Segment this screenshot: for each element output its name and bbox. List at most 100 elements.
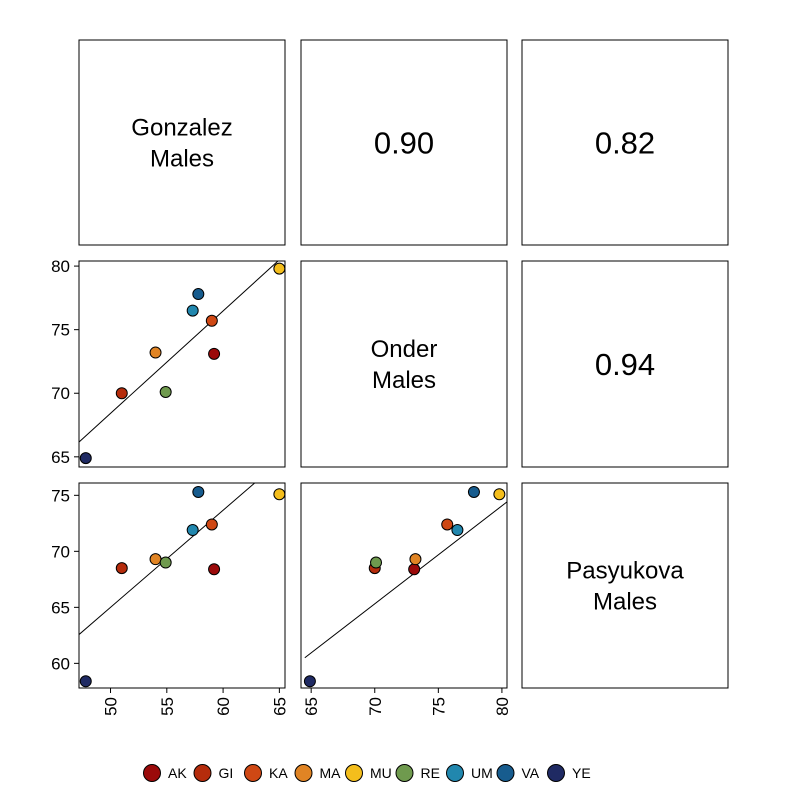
panel-r2-c2: Pasyukova Males [521, 482, 729, 689]
y-tick-label: 75 [51, 321, 70, 340]
data-point-ye [79, 452, 92, 465]
panel-r0-c1: 0.90 [300, 39, 508, 246]
legend-label: RE [421, 765, 440, 781]
legend-item-ye: YE [547, 764, 591, 782]
legend-label: MA [320, 765, 342, 781]
data-point-va [467, 485, 480, 498]
legend-label: MU [370, 765, 392, 781]
panels: Gonzalez Males 0.90 0.82 65 70 75 80 Onder Males 0… [51, 39, 729, 716]
legend-item-mu: MU [345, 764, 392, 782]
diagonal-label: Males [150, 146, 214, 173]
data-point-mu [273, 488, 286, 501]
legend-item-ak: AK [143, 764, 187, 782]
legend-item-um: UM [446, 764, 493, 782]
y-tick-label: 65 [51, 598, 70, 617]
data-point-ak [408, 563, 421, 576]
data-point-ma [149, 346, 162, 359]
data-point-ak [208, 347, 221, 360]
legend-swatch [244, 764, 262, 782]
correlation-value: 0.90 [374, 126, 434, 161]
legend-swatch [345, 764, 363, 782]
panel-frame [300, 39, 508, 246]
diagonal-label: Males [372, 367, 436, 394]
legend-swatch [547, 764, 565, 782]
x-tick-label: 80 [493, 697, 512, 716]
legend-label: GI [219, 765, 234, 781]
panel-r1-c2: 0.94 [521, 260, 729, 468]
regression-line [79, 483, 256, 636]
legend-swatch [395, 764, 414, 782]
data-point-um [186, 304, 199, 317]
data-point-mu [493, 488, 506, 501]
correlation-value: 0.82 [595, 126, 655, 161]
panel-r2-c1: 65 70 75 80 [300, 482, 512, 716]
legend-label: UM [471, 765, 493, 781]
x-tick-label: 65 [270, 697, 289, 716]
legend-swatch [446, 764, 464, 782]
legend-label: AK [168, 765, 187, 781]
data-point-mu [273, 262, 286, 275]
legend-swatch [294, 764, 313, 782]
panel-frame [300, 482, 508, 689]
data-point-ma [149, 553, 162, 566]
data-point-ye [303, 675, 316, 688]
x-tick-label: 60 [214, 697, 233, 716]
panel-frame [521, 260, 729, 468]
data-point-um [451, 524, 464, 537]
data-point-va [192, 485, 205, 498]
legend-swatch [143, 764, 161, 782]
legend-item-ka: KA [244, 764, 288, 782]
legend-label: YE [572, 765, 591, 781]
panel-r2-c0: 60 65 70 75 50 55 60 65 [51, 482, 289, 716]
panel-frame [78, 482, 286, 689]
legend: AK GI KA MA MU RE UM VA YE [143, 764, 591, 782]
x-tick-label: 75 [429, 697, 448, 716]
x-tick-label: 70 [366, 697, 385, 716]
panel-frame [78, 39, 286, 246]
panel-r1-c0: 65 70 75 80 [51, 257, 286, 468]
x-tick-label: 50 [102, 697, 121, 716]
panel-r0-c0: Gonzalez Males [78, 39, 286, 246]
regression-line [79, 261, 279, 443]
diagonal-label: Onder [371, 336, 438, 363]
y-tick-label: 65 [51, 448, 70, 467]
panel-frame [78, 260, 286, 468]
legend-item-re: RE [395, 764, 440, 782]
data-point-re [370, 556, 383, 569]
panel-frame [521, 39, 729, 246]
x-tick-label: 65 [302, 697, 321, 716]
y-tick-label: 60 [51, 654, 70, 673]
y-tick-label: 70 [51, 384, 70, 403]
data-point-um [186, 524, 199, 537]
data-point-ak [208, 563, 221, 576]
data-point-ma [409, 553, 422, 566]
legend-label: VA [522, 765, 540, 781]
data-point-ka [205, 518, 218, 531]
data-point-re [159, 385, 172, 398]
data-point-va [192, 288, 205, 301]
data-point-ye [79, 675, 92, 688]
y-tick-label: 80 [51, 257, 70, 276]
diagonal-label: Males [593, 589, 657, 616]
data-point-ka [205, 314, 218, 327]
y-tick-label: 70 [51, 542, 70, 561]
legend-swatch [193, 764, 212, 782]
panel-frame [521, 482, 729, 689]
panel-r1-c1: Onder Males [300, 260, 508, 468]
regression-line [304, 501, 507, 659]
y-tick-label: 75 [51, 486, 70, 505]
x-tick-label: 55 [158, 697, 177, 716]
legend-label: KA [269, 765, 288, 781]
legend-item-va: VA [496, 764, 540, 782]
correlation-value: 0.94 [595, 347, 655, 382]
data-point-gi [115, 387, 128, 400]
diagonal-label: Pasyukova [566, 558, 684, 585]
data-point-gi [115, 562, 128, 575]
legend-item-ma: MA [294, 764, 342, 782]
diagonal-label: Gonzalez [131, 115, 232, 142]
data-point-re [159, 556, 172, 569]
panel-r0-c2: 0.82 [521, 39, 729, 246]
legend-item-gi: GI [193, 764, 234, 782]
